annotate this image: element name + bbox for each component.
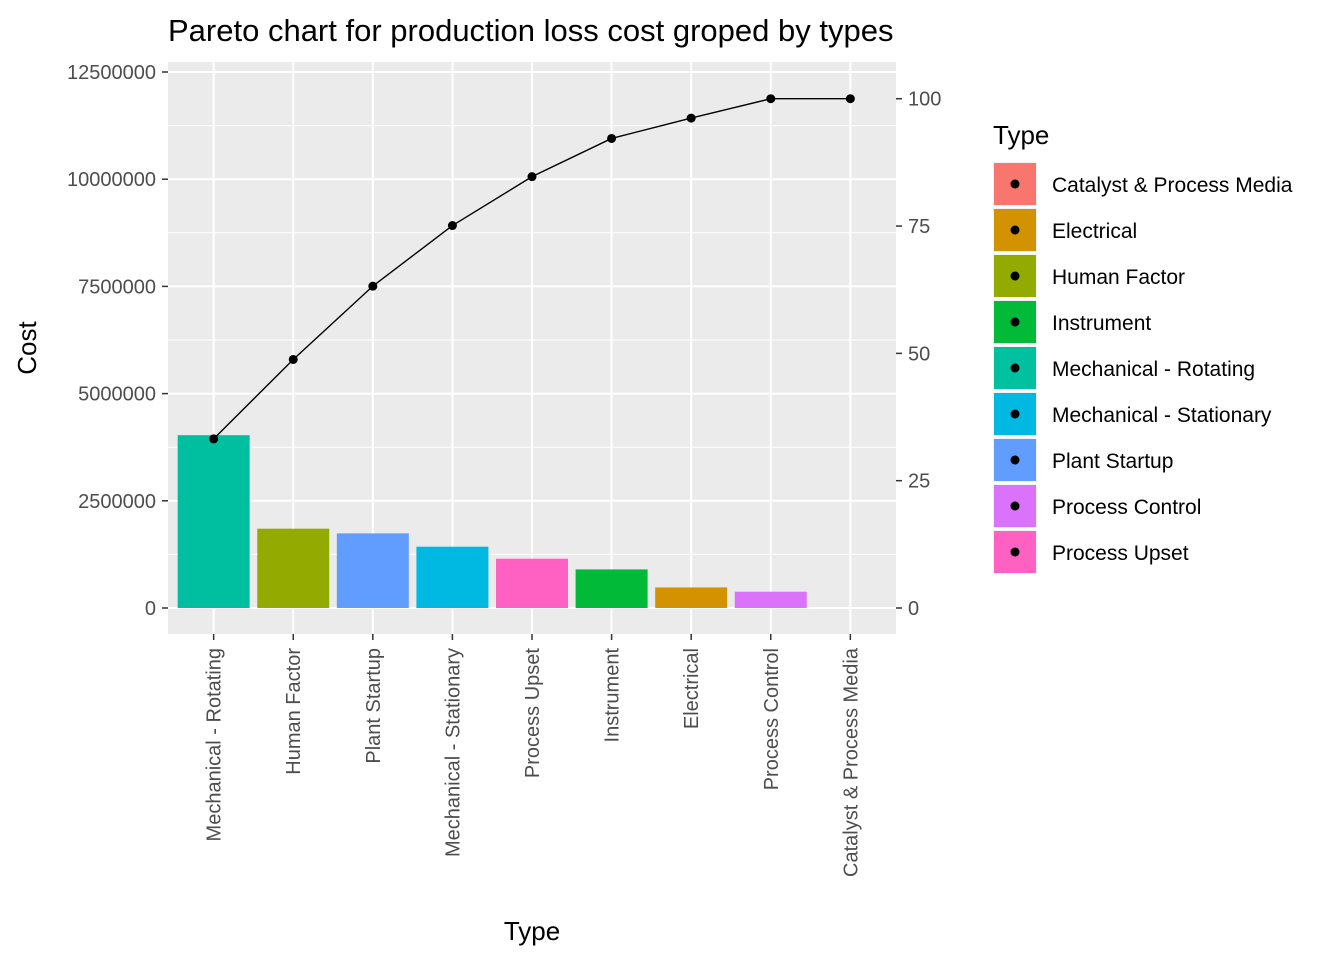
bar <box>416 546 489 608</box>
cumulative-point <box>766 94 776 104</box>
x-tick-label: Human Factor <box>283 648 305 775</box>
cumulative-point <box>607 133 617 143</box>
x-tick-label: Plant Startup <box>363 648 385 764</box>
bars <box>177 435 807 608</box>
y-tick-label: 0 <box>145 598 156 620</box>
y2-tick-label: 25 <box>908 471 930 493</box>
legend-label: Electrical <box>1052 220 1137 243</box>
x-axis-label: Type <box>504 916 560 946</box>
bar <box>257 528 330 608</box>
chart-title: Pareto chart for production loss cost gr… <box>168 13 893 48</box>
legend-label: Human Factor <box>1052 266 1185 289</box>
legend-label: Mechanical - Rotating <box>1052 358 1255 381</box>
legend: Type Catalyst & Process Media Electrical H… <box>993 120 1293 574</box>
cumulative-point <box>209 434 219 444</box>
y2-tick-label: 75 <box>908 216 930 238</box>
legend-point <box>1010 363 1020 373</box>
cumulative-point <box>368 281 378 291</box>
cumulative-point <box>845 94 855 104</box>
x-tick-label: Mechanical - Rotating <box>204 648 226 841</box>
cumulative-point <box>527 172 537 182</box>
x-tick-label: Instrument <box>602 648 624 743</box>
x-tick-label: Electrical <box>681 648 703 729</box>
x-tick-label: Process Control <box>761 648 783 790</box>
legend-point <box>1010 455 1020 465</box>
legend-point <box>1010 409 1020 419</box>
cumulative-point <box>686 113 696 123</box>
cumulative-point <box>288 354 298 364</box>
legend-title: Type <box>993 120 1049 150</box>
legend-point <box>1010 501 1020 511</box>
bar <box>177 435 250 608</box>
y-tick-label: 2500000 <box>78 491 156 513</box>
legend-point <box>1010 179 1020 189</box>
legend-label: Process Upset <box>1052 542 1189 565</box>
cumulative-point <box>447 221 457 231</box>
bar <box>655 587 728 608</box>
y-tick-label: 5000000 <box>78 384 156 406</box>
legend-label: Plant Startup <box>1052 450 1173 473</box>
y2-tick-label: 100 <box>908 89 941 111</box>
secondary-y-axis: 0 25 50 75 100 <box>896 89 941 620</box>
legend-label: Instrument <box>1052 312 1151 335</box>
y-tick-label: 10000000 <box>67 169 156 191</box>
x-axis: Mechanical - Rotating Human Factor Plant S… <box>204 634 862 877</box>
legend-point <box>1010 547 1020 557</box>
legend-label: Process Control <box>1052 496 1201 519</box>
legend-point <box>1010 317 1020 327</box>
bar <box>575 569 648 608</box>
y-tick-label: 12500000 <box>67 62 156 84</box>
y-axis-label: Cost <box>12 320 42 374</box>
bar <box>496 558 568 608</box>
y2-tick-label: 50 <box>908 343 930 365</box>
cumulative-line <box>209 94 855 444</box>
legend-label: Catalyst & Process Media <box>1052 174 1293 197</box>
legend-point <box>1010 225 1020 235</box>
y-tick-label: 7500000 <box>78 276 156 298</box>
bar <box>336 533 409 608</box>
bar <box>734 591 807 608</box>
legend-label: Mechanical - Stationary <box>1052 404 1272 427</box>
y-axis: 0 2500000 5000000 7500000 10000000 12500000 <box>67 62 168 620</box>
x-tick-label: Catalyst & Process Media <box>840 647 862 877</box>
x-tick-label: Process Upset <box>522 648 544 778</box>
x-tick-label: Mechanical - Stationary <box>442 648 464 857</box>
y2-tick-label: 0 <box>908 598 919 620</box>
legend-point <box>1010 271 1020 281</box>
